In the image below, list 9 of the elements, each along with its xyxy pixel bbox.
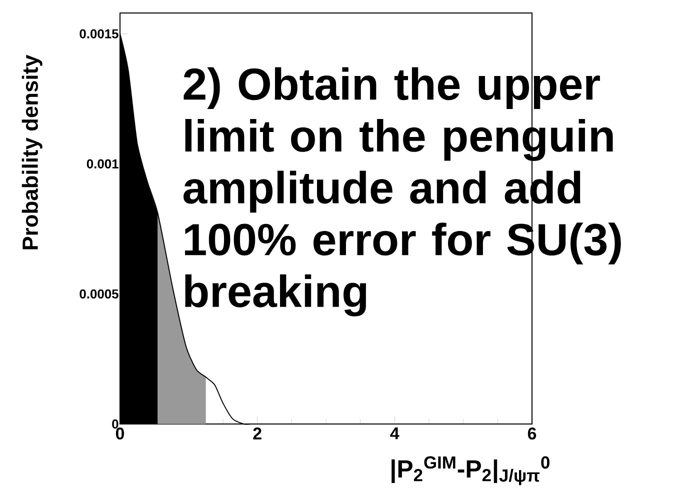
y-tick-label: 0.0015 — [80, 29, 118, 38]
x-tick-label: 6 — [528, 428, 536, 440]
x-tick-label: 4 — [390, 428, 400, 440]
y-tick-label: 0.0005 — [80, 289, 118, 299]
x-axis-title: |P$_{2}$$^{GIM}$-P$_{2}$|$_{J/ψπ}$0 — [392, 456, 550, 486]
y-tick-label: 0 — [112, 419, 118, 429]
x-tick-label: 2 — [253, 428, 262, 440]
y-tick-label: 0.001 — [86, 159, 118, 168]
y-axis-title: Probability density — [22, 54, 42, 250]
